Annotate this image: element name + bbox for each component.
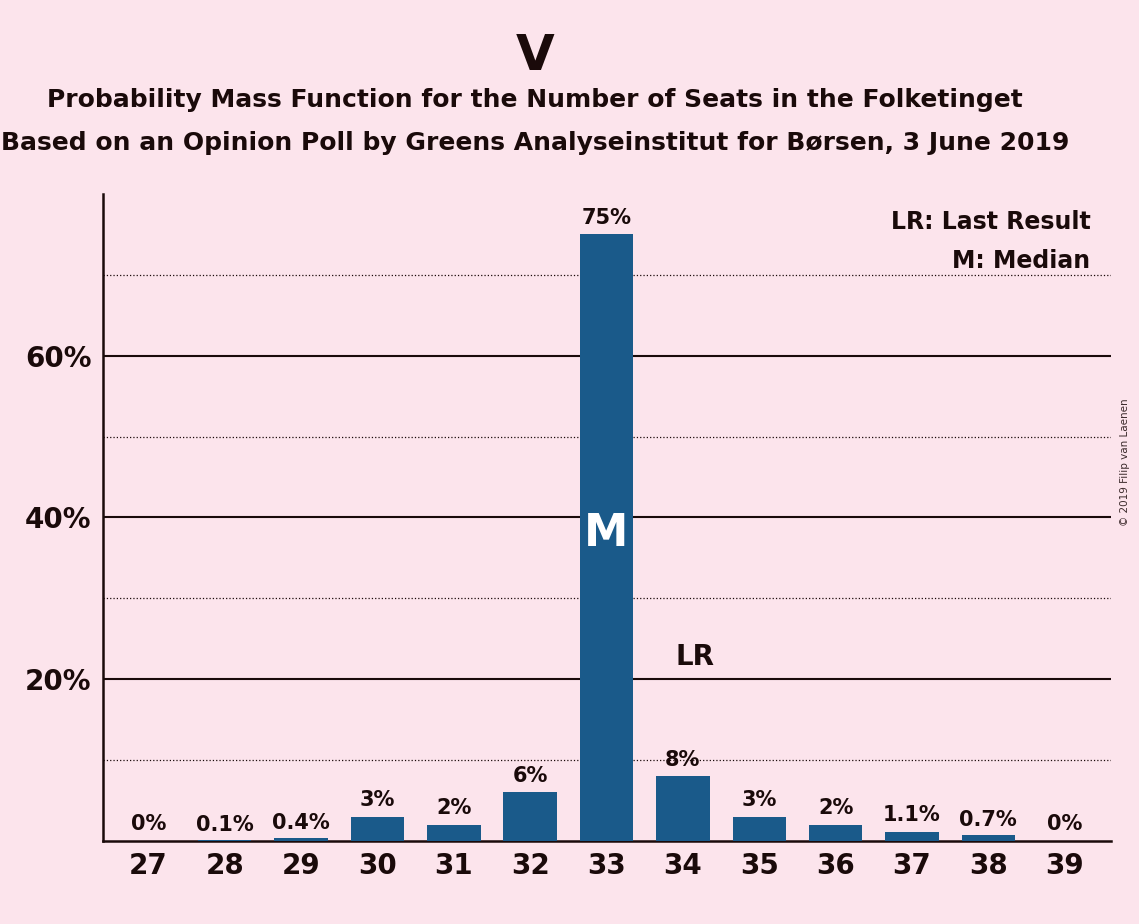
Text: 1.1%: 1.1% (883, 806, 941, 825)
Text: Based on an Opinion Poll by Greens Analyseinstitut for Børsen, 3 June 2019: Based on an Opinion Poll by Greens Analy… (1, 131, 1070, 155)
Text: 0%: 0% (131, 814, 166, 834)
Bar (732, 817, 786, 841)
Bar (580, 235, 633, 841)
Bar (961, 835, 1015, 841)
Text: V: V (516, 32, 555, 80)
Bar (885, 832, 939, 841)
Text: 2%: 2% (818, 798, 853, 819)
Bar (274, 838, 328, 841)
Text: 75%: 75% (582, 208, 631, 228)
Text: 6%: 6% (513, 766, 548, 785)
Bar (656, 776, 710, 841)
Bar (503, 793, 557, 841)
Bar (809, 825, 862, 841)
Text: 0.1%: 0.1% (196, 815, 254, 835)
Text: LR: LR (675, 643, 714, 671)
Bar (427, 825, 481, 841)
Text: 2%: 2% (436, 798, 472, 819)
Text: 3%: 3% (741, 790, 777, 810)
Text: M: Median: M: Median (952, 249, 1090, 273)
Text: 0%: 0% (1047, 814, 1082, 834)
Text: LR: Last Result: LR: Last Result (891, 211, 1090, 234)
Text: Probability Mass Function for the Number of Seats in the Folketinget: Probability Mass Function for the Number… (48, 88, 1023, 112)
Text: 0.4%: 0.4% (272, 813, 330, 833)
Text: 3%: 3% (360, 790, 395, 810)
Text: © 2019 Filip van Laenen: © 2019 Filip van Laenen (1121, 398, 1130, 526)
Text: 0.7%: 0.7% (959, 810, 1017, 831)
Text: 8%: 8% (665, 749, 700, 770)
Bar (351, 817, 404, 841)
Text: M: M (584, 512, 629, 555)
